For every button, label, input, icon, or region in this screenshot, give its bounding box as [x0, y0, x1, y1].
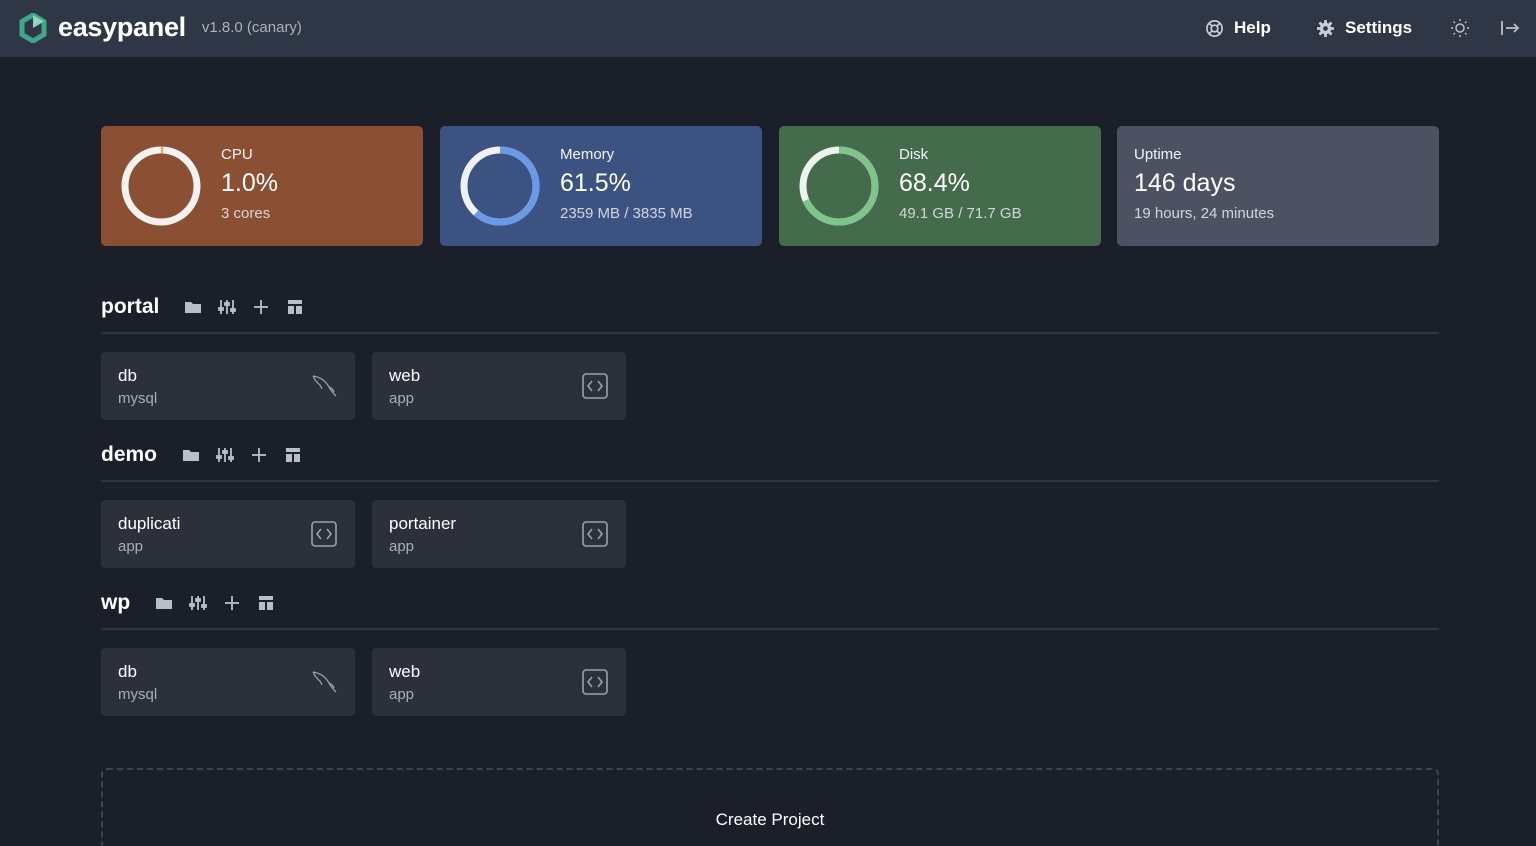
- service-card[interactable]: db mysql: [101, 648, 355, 716]
- layout-template-icon[interactable]: [256, 593, 276, 613]
- layout-template-icon[interactable]: [283, 445, 303, 465]
- service-name: web: [389, 662, 421, 681]
- memory-usage: 2359 MB / 3835 MB: [560, 205, 693, 222]
- folder-icon[interactable]: [154, 593, 174, 613]
- sliders-icon[interactable]: [215, 445, 235, 465]
- sliders-icon[interactable]: [217, 297, 237, 317]
- service-type: app: [389, 538, 415, 555]
- memory-stat-card: Memory 61.5% 2359 MB / 3835 MB: [440, 126, 762, 246]
- settings-label: Settings: [1345, 18, 1413, 37]
- memory-label: Memory: [560, 146, 615, 163]
- uptime-label: Uptime: [1134, 146, 1182, 163]
- project-name[interactable]: portal: [101, 295, 160, 318]
- create-project-label: Create Project: [715, 810, 825, 829]
- uptime-detail: 19 hours, 24 minutes: [1134, 205, 1275, 222]
- help-link[interactable]: Help: [1205, 18, 1271, 38]
- folder-icon[interactable]: [181, 445, 201, 465]
- gear-icon: [1316, 19, 1335, 37]
- divider: [101, 628, 1439, 630]
- plus-icon[interactable]: [251, 297, 271, 317]
- disk-value: 68.4%: [899, 169, 970, 197]
- memory-usage-ring: [460, 146, 540, 226]
- plus-icon[interactable]: [249, 445, 269, 465]
- logout-icon[interactable]: [1499, 17, 1521, 39]
- create-project-button[interactable]: Create Project: [101, 768, 1439, 846]
- service-type: app: [118, 538, 144, 555]
- service-type: app: [389, 686, 415, 703]
- brand-name: easypanel: [58, 12, 186, 42]
- mysql-dolphin-icon: [312, 671, 337, 693]
- service-type: mysql: [118, 390, 158, 407]
- project-name[interactable]: wp: [101, 591, 131, 614]
- easypanel-logo-icon: [19, 12, 47, 43]
- lifebuoy-icon: [1206, 19, 1223, 37]
- disk-usage: 49.1 GB / 71.7 GB: [899, 205, 1022, 222]
- disk-stat-card: Disk 68.4% 49.1 GB / 71.7 GB: [779, 126, 1101, 246]
- cpu-usage-ring: [121, 146, 201, 226]
- service-card[interactable]: web app: [372, 648, 626, 716]
- sun-icon[interactable]: [1449, 17, 1471, 39]
- code-icon: [582, 669, 608, 695]
- service-name: web: [389, 366, 421, 385]
- project-header: wp: [101, 588, 290, 618]
- sliders-icon[interactable]: [188, 593, 208, 613]
- cpu-label: CPU: [221, 146, 253, 163]
- service-card[interactable]: web app: [372, 352, 626, 420]
- cpu-value: 1.0%: [221, 169, 278, 197]
- top-bar: easypanel v1.8.0 (canary) Help: [0, 0, 1536, 57]
- service-type: app: [389, 390, 415, 407]
- service-name: duplicati: [118, 514, 181, 533]
- service-name: db: [118, 662, 137, 681]
- project-header: portal: [101, 292, 319, 322]
- uptime-stat-card: Uptime 146 days 19 hours, 24 minutes: [1117, 126, 1439, 246]
- project-header: demo: [101, 440, 317, 470]
- layout-template-icon[interactable]: [285, 297, 305, 317]
- cpu-cores: 3 cores: [221, 205, 271, 222]
- service-name: db: [118, 366, 137, 385]
- uptime-value: 146 days: [1134, 169, 1236, 197]
- service-card[interactable]: portainer app: [372, 500, 626, 568]
- divider: [101, 332, 1439, 334]
- service-card[interactable]: db mysql: [101, 352, 355, 420]
- code-icon: [582, 373, 608, 399]
- mysql-dolphin-icon: [312, 375, 337, 397]
- code-icon: [582, 521, 608, 547]
- folder-icon[interactable]: [183, 297, 203, 317]
- divider: [101, 480, 1439, 482]
- service-name: portainer: [389, 514, 457, 533]
- disk-label: Disk: [899, 146, 929, 163]
- settings-link[interactable]: Settings: [1316, 18, 1412, 38]
- cpu-stat-card: CPU 1.0% 3 cores: [101, 126, 423, 246]
- disk-usage-ring: [799, 146, 879, 226]
- brand[interactable]: easypanel v1.8.0 (canary): [18, 12, 302, 43]
- project-name[interactable]: demo: [101, 443, 158, 466]
- service-type: mysql: [118, 686, 158, 703]
- code-icon: [311, 521, 337, 547]
- memory-value: 61.5%: [560, 169, 631, 197]
- service-card[interactable]: duplicati app: [101, 500, 355, 568]
- help-label: Help: [1234, 18, 1271, 37]
- version-label: v1.8.0 (canary): [201, 19, 302, 36]
- plus-icon[interactable]: [222, 593, 242, 613]
